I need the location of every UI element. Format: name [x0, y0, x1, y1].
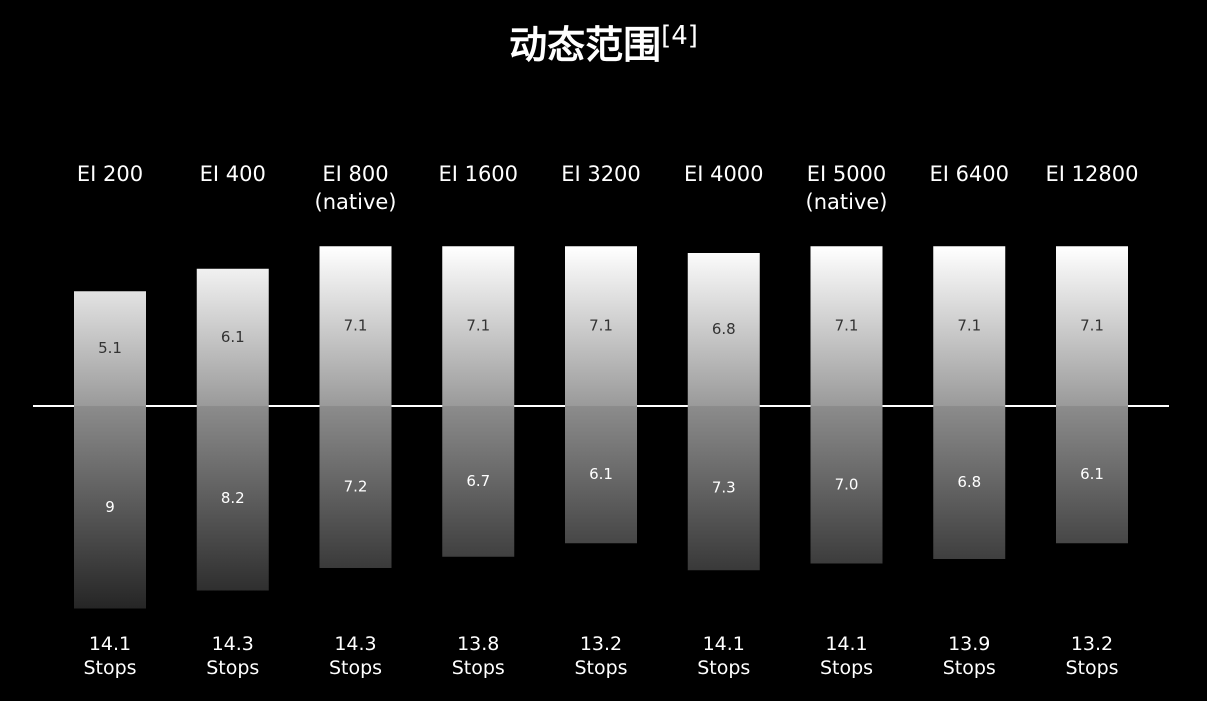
- category-label: EI 800 (native): [314, 162, 397, 214]
- title-reference: [4]: [661, 21, 698, 51]
- value-label: 7.1: [589, 317, 613, 335]
- bar-upper: [1056, 246, 1128, 406]
- bar-lower: [196, 406, 269, 591]
- total-value: 14.3: [334, 633, 377, 655]
- total-unit: Stops: [942, 657, 996, 679]
- total-unit: Stops: [1065, 657, 1119, 679]
- total-unit: Stops: [328, 657, 383, 679]
- category-label: EI 12800: [1045, 162, 1139, 186]
- total-value: 14.1: [702, 633, 745, 655]
- value-label: 7.1: [466, 317, 490, 335]
- category-label: EI 200: [76, 162, 144, 186]
- bar-upper: [196, 268, 269, 406]
- bar-lower: [565, 406, 637, 544]
- value-label: 6.1: [1080, 465, 1104, 483]
- chart-title: 动态范围: [509, 23, 662, 67]
- bar-upper: [933, 246, 1006, 406]
- total-value: 14.1: [88, 633, 132, 655]
- bar-lower: [687, 406, 760, 571]
- total-unit: Stops: [819, 657, 874, 679]
- value-label: 6.1: [589, 465, 613, 483]
- value-label: 7.1: [1080, 317, 1104, 335]
- bar-lower: [74, 406, 146, 609]
- total-unit: Stops: [451, 657, 505, 679]
- value-label: 6.7: [466, 472, 490, 490]
- bar-upper: [565, 246, 637, 406]
- total-value: 13.8: [457, 633, 500, 655]
- title-wrap: 动态范围[4]: [0, 14, 1207, 69]
- bar-upper: [810, 246, 883, 406]
- bar-upper: [442, 246, 515, 406]
- value-label: 7.0: [835, 475, 859, 493]
- value-label: 6.1: [221, 328, 245, 346]
- category-label: EI 1600: [438, 162, 519, 186]
- value-label: 8.2: [221, 489, 245, 507]
- total-unit: Stops: [574, 657, 628, 679]
- bar-upper: [319, 246, 392, 406]
- bar-upper: [74, 291, 146, 406]
- total-unit: Stops: [697, 657, 751, 679]
- category-label: EI 5000 (native): [805, 162, 888, 214]
- bar-lower: [933, 406, 1006, 559]
- value-label: 7.1: [957, 317, 981, 335]
- value-label: 6.8: [957, 473, 981, 491]
- value-label: 7.2: [344, 478, 368, 496]
- total-value: 13.9: [948, 633, 991, 655]
- category-label: EI 6400: [929, 162, 1010, 186]
- category-label: EI 4000: [683, 162, 764, 186]
- value-label: 7.1: [835, 317, 859, 335]
- category-label: EI 400: [199, 162, 266, 186]
- total-value: 14.3: [211, 633, 254, 655]
- total-unit: Stops: [206, 657, 260, 679]
- bar-lower: [1056, 406, 1128, 544]
- value-label: 7.3: [712, 479, 736, 497]
- bar-lower: [442, 406, 515, 557]
- total-value: 13.2: [579, 633, 623, 655]
- value-label: 7.1: [344, 317, 368, 335]
- category-label: EI 3200: [561, 162, 641, 186]
- value-label: 6.8: [712, 320, 736, 338]
- total-value: 14.1: [825, 633, 868, 655]
- total-unit: Stops: [83, 657, 137, 679]
- bar-lower: [319, 406, 392, 568]
- bar-upper: [687, 253, 760, 406]
- value-label: 9: [105, 498, 115, 516]
- total-value: 13.2: [1070, 633, 1114, 655]
- bar-lower: [810, 406, 883, 564]
- value-label: 5.1: [98, 339, 122, 357]
